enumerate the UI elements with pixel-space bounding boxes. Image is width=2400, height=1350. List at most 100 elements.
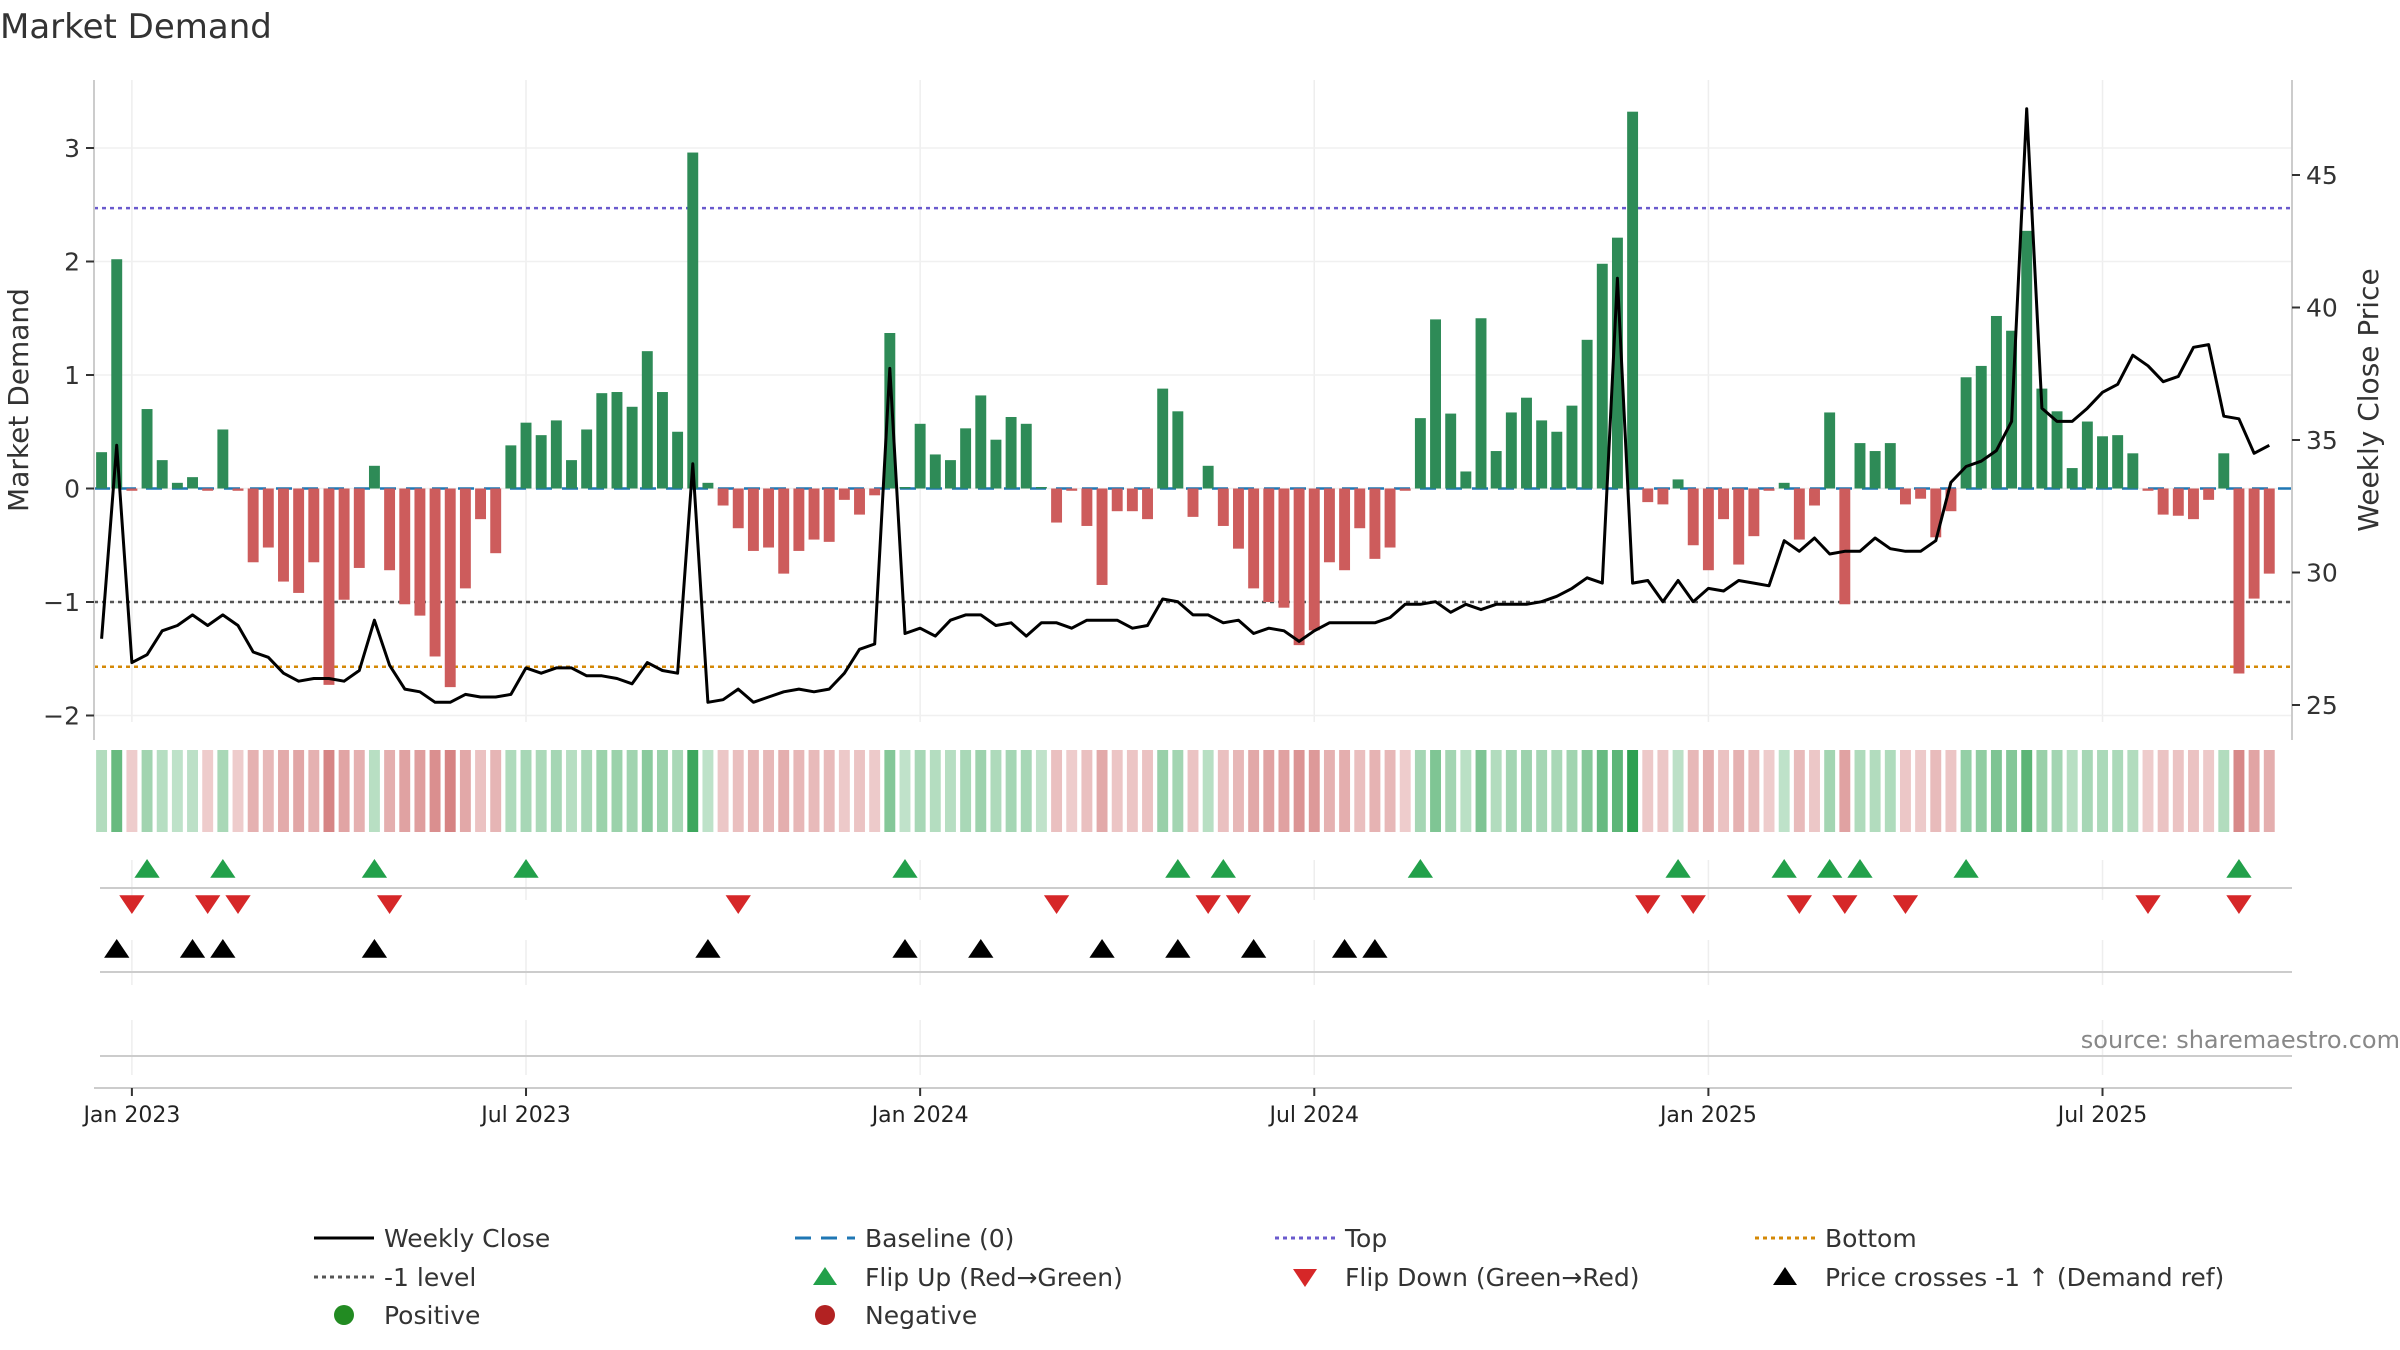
strip-cell xyxy=(1263,750,1275,832)
demand-bar xyxy=(187,477,198,489)
demand-bar xyxy=(353,488,365,568)
strip-cell xyxy=(1066,750,1078,832)
strip-cell xyxy=(732,750,744,832)
price-cross-marker xyxy=(1089,939,1115,958)
demand-bar xyxy=(929,454,941,489)
price-cross-marker xyxy=(1165,939,1191,958)
strip-cell xyxy=(232,750,244,832)
right-y-tick-label: 40 xyxy=(2306,294,2338,323)
demand-bar xyxy=(1778,482,1790,489)
strip-cell xyxy=(1733,750,1745,832)
strip-cell xyxy=(793,750,805,832)
demand-bar xyxy=(1536,420,1548,489)
demand-bar xyxy=(2203,488,2215,500)
demand-bar xyxy=(1248,488,1260,589)
strip-cell xyxy=(308,750,320,832)
flip-down-marker xyxy=(1892,895,1919,914)
demand-bar xyxy=(1323,488,1335,563)
right-y-tick-label: 25 xyxy=(2306,691,2338,720)
demand-bar xyxy=(626,406,638,489)
strip-cell xyxy=(869,750,881,832)
strip-cell xyxy=(1930,750,1942,832)
demand-bar xyxy=(96,452,108,489)
strip-cell xyxy=(1672,750,1684,832)
strip-cell xyxy=(808,750,820,832)
demand-bar xyxy=(459,488,471,589)
demand-bar xyxy=(1035,487,1047,489)
demand-bar xyxy=(899,487,911,489)
demand-bar xyxy=(1854,443,1866,489)
flip-up-marker xyxy=(1771,859,1797,878)
strip-cell xyxy=(156,750,168,832)
flip-down-marker xyxy=(1043,895,1070,914)
price-cross-marker xyxy=(361,939,388,958)
demand-bar xyxy=(141,409,153,489)
demand-bar xyxy=(505,445,517,489)
flip-up-marker xyxy=(1817,859,1843,878)
demand-bar xyxy=(2233,488,2245,674)
demand-bar xyxy=(687,152,699,489)
strip-cell xyxy=(1142,750,1153,832)
price-cross-marker xyxy=(968,939,994,958)
flip-up-marker xyxy=(1407,859,1434,878)
demand-bar xyxy=(1005,416,1017,489)
strip-cell xyxy=(1460,750,1472,832)
strip-cell xyxy=(747,750,759,832)
strip-cell xyxy=(384,750,396,832)
strip-cell xyxy=(1369,750,1381,832)
strip-cell xyxy=(2127,750,2139,832)
demand-bar xyxy=(1642,488,1654,503)
demand-bar xyxy=(641,351,653,489)
demand-bar xyxy=(1945,488,1957,512)
strip-cell xyxy=(262,750,274,832)
demand-bar xyxy=(1460,471,1472,489)
demand-bar xyxy=(1142,488,1153,520)
source-credit: source: sharemaestro.com xyxy=(2081,1026,2400,1054)
demand-bar xyxy=(1763,488,1775,491)
axes: 3 2 1 0 −1 −2 45 40 35 30 25 Jan 2023 Jul 2023 Jan 20… xyxy=(43,80,2338,1128)
strip-cell xyxy=(1702,750,1714,832)
flip-up-marker xyxy=(1953,859,1979,878)
demand-bar xyxy=(323,488,335,685)
strip-cell xyxy=(141,750,153,832)
legend-label: Baseline (0) xyxy=(865,1224,1014,1253)
demand-bar xyxy=(793,488,805,551)
demand-bar xyxy=(217,429,229,489)
demand-bar xyxy=(1430,319,1441,489)
demand-bar xyxy=(672,431,684,489)
strip-cell xyxy=(2097,750,2108,832)
legend-item: Top xyxy=(1275,1224,1387,1253)
strip-cell xyxy=(1687,750,1699,832)
demand-bar xyxy=(1339,488,1351,571)
demand-bar xyxy=(838,488,850,500)
flip-up-marker xyxy=(2226,859,2252,878)
demand-bar xyxy=(778,488,790,574)
legend-item: Price crosses -1 ↑ (Demand ref) xyxy=(1773,1263,2224,1292)
demand-bar xyxy=(1096,488,1108,585)
flip-up-marker xyxy=(513,859,539,878)
strip-cell xyxy=(1005,750,1017,832)
legend-item: Bottom xyxy=(1755,1224,1917,1253)
strip-cell xyxy=(1414,750,1426,832)
demand-bar xyxy=(2248,488,2260,599)
flip-down-marker xyxy=(2226,895,2252,914)
demand-bar xyxy=(1521,397,1532,489)
chart-title: Market Demand xyxy=(0,7,272,47)
demand-bar xyxy=(1475,318,1487,489)
flip-down-marker xyxy=(119,895,145,914)
strip-cell xyxy=(2081,750,2093,832)
strip-cell xyxy=(1096,750,1108,832)
strip-cell xyxy=(854,750,865,832)
strip-cell xyxy=(596,750,608,832)
strip-cell xyxy=(656,750,668,832)
demand-bar xyxy=(1384,488,1396,548)
demand-bar xyxy=(1126,488,1138,512)
demand-bar xyxy=(1505,412,1517,489)
x-tick-label: Jul 2023 xyxy=(479,1103,571,1128)
strip-cell xyxy=(111,750,123,832)
strip-cell xyxy=(1354,750,1366,832)
legend-item: Positive xyxy=(334,1301,480,1330)
strip-cell xyxy=(1187,750,1199,832)
demand-bar xyxy=(2218,453,2230,489)
strip-cell xyxy=(1763,750,1775,832)
